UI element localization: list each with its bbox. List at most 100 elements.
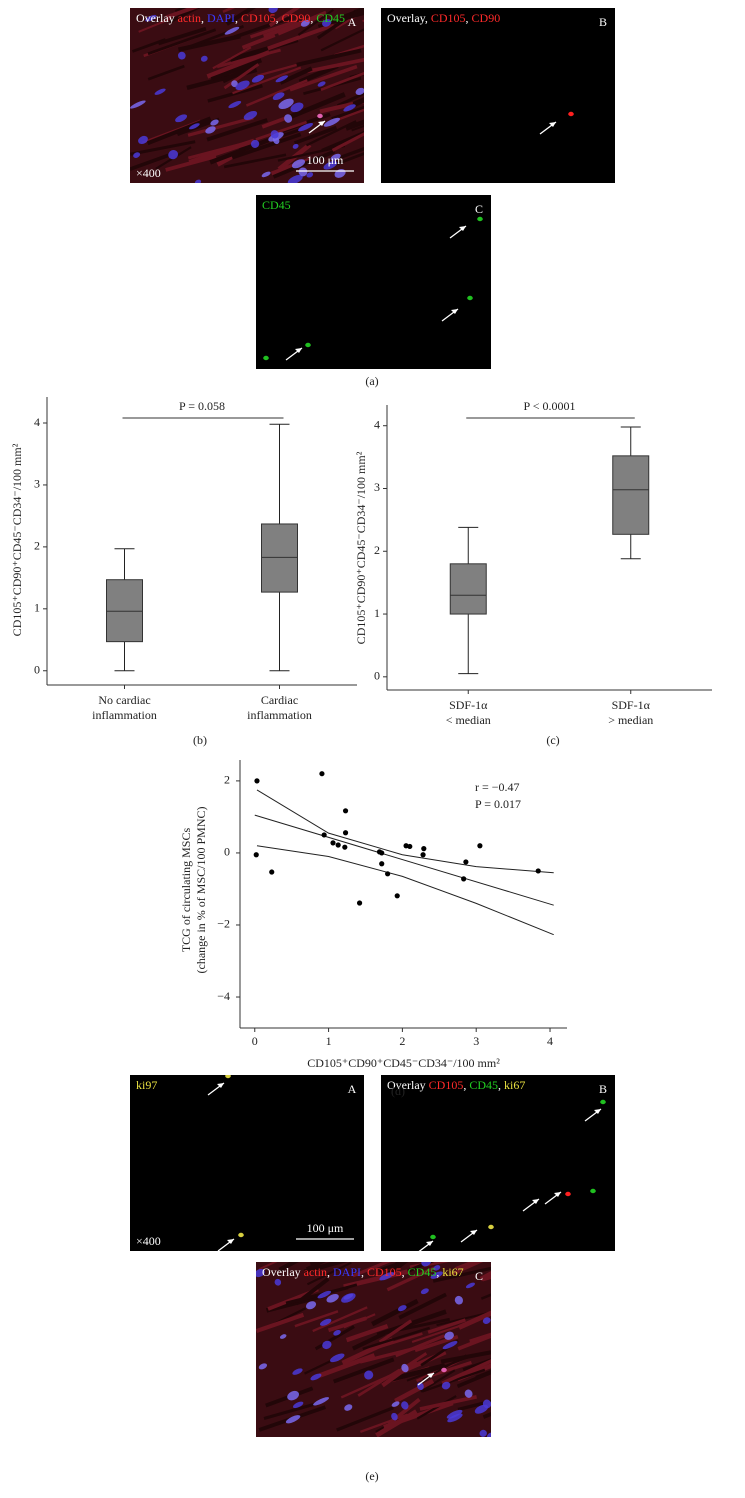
nucleus	[287, 174, 303, 183]
label-part: ,	[466, 11, 472, 25]
label-part: CD105	[367, 1265, 402, 1279]
fiber	[314, 1325, 355, 1351]
fiber	[232, 66, 302, 95]
fiber	[454, 1262, 477, 1270]
x-tick-label: SDF-1α < median	[446, 698, 491, 727]
nucleus	[441, 1381, 451, 1390]
fiber	[306, 57, 364, 74]
fiber	[411, 1324, 463, 1343]
label-part: Overlay	[136, 11, 178, 25]
fiber	[371, 1298, 419, 1327]
fiber	[357, 1368, 401, 1397]
y-tick-label: −2	[217, 917, 230, 931]
y-axis-label: TCG of circulating MSCs	[179, 828, 193, 953]
fiber	[147, 64, 185, 81]
arrow-head	[451, 309, 458, 314]
nucleus	[130, 100, 146, 109]
y-tick-label: 0	[224, 845, 230, 859]
cell-spot	[565, 1191, 571, 1197]
fiber	[362, 1326, 431, 1351]
y-tick-label: 4	[374, 417, 380, 431]
x-tick-label: No cardiac inflammation	[92, 693, 157, 722]
x-tick-label-line: > median	[608, 713, 653, 727]
nucleus	[133, 152, 141, 158]
fiber	[457, 1334, 491, 1351]
nucleus	[401, 1401, 409, 1410]
y-tick-label: 2	[374, 543, 380, 557]
label-part: CD45	[262, 198, 291, 212]
fiber	[305, 120, 357, 147]
y-tick-label: 3	[34, 477, 40, 491]
nucleus	[168, 150, 179, 160]
nucleus	[278, 98, 294, 110]
nucleus	[235, 80, 250, 91]
fiber	[320, 28, 364, 52]
cell-spot	[305, 342, 311, 348]
nucleus	[272, 92, 285, 101]
nucleus	[290, 102, 304, 113]
x-tick-label-line: < median	[446, 713, 491, 727]
point	[463, 859, 469, 865]
nucleus	[274, 1278, 282, 1286]
y-axis-label: (change in % of MSC/100 PMNC)	[194, 807, 208, 974]
annotation: r = −0.47	[475, 780, 520, 794]
nucleus	[258, 1363, 268, 1370]
nucleus	[138, 135, 148, 145]
nucleus	[298, 123, 314, 132]
nucleus	[279, 1334, 287, 1339]
arrow-head	[426, 1241, 433, 1246]
fiber	[206, 118, 268, 142]
fiber	[241, 33, 276, 50]
label-part: CD105	[241, 11, 276, 25]
nucleus	[343, 104, 356, 112]
caption: (d)	[391, 1084, 405, 1098]
fiber	[318, 1353, 376, 1378]
y-tick-label: 2	[34, 539, 40, 553]
nucleus	[433, 1265, 441, 1271]
label-part: CD105	[431, 11, 466, 25]
image-label: CD45	[262, 198, 291, 212]
cell-spot	[238, 1232, 244, 1238]
fiber	[331, 132, 364, 152]
point	[356, 900, 363, 906]
label-part: CD90	[472, 11, 501, 25]
fiber	[381, 1359, 418, 1388]
fiber	[321, 130, 364, 152]
nucleus	[251, 74, 265, 83]
fiber	[421, 1368, 486, 1393]
fiber	[436, 1311, 489, 1327]
nucleus	[464, 1389, 473, 1398]
nucleus	[379, 1272, 395, 1281]
nucleus	[465, 1282, 475, 1289]
fiber	[157, 26, 207, 46]
fit-line	[256, 789, 554, 874]
nucleus	[391, 1412, 398, 1421]
point	[319, 771, 325, 777]
fiber	[469, 1332, 491, 1343]
nucleus	[421, 1262, 432, 1267]
fiber	[398, 1292, 447, 1320]
fiber	[233, 16, 292, 39]
fiber	[343, 1313, 376, 1329]
x-tick-label: 3	[473, 1034, 479, 1048]
label-part: ,	[436, 1265, 442, 1279]
fiber	[223, 63, 260, 90]
label-part: ,	[498, 1078, 504, 1092]
nucleus	[305, 1301, 317, 1310]
fiber	[312, 1306, 368, 1333]
fiber	[289, 64, 358, 92]
nucleus	[231, 80, 238, 88]
nucleus	[298, 167, 308, 177]
fiber	[165, 8, 199, 20]
point	[477, 843, 483, 849]
cell-spot	[263, 355, 269, 361]
fiber	[456, 1370, 491, 1388]
fiber	[432, 1266, 491, 1283]
fiber	[341, 1337, 394, 1366]
point	[535, 868, 541, 874]
fiber	[479, 1271, 491, 1282]
arrow-head	[470, 1230, 477, 1235]
y-tick-label: 3	[374, 480, 380, 494]
fiber	[336, 91, 364, 108]
